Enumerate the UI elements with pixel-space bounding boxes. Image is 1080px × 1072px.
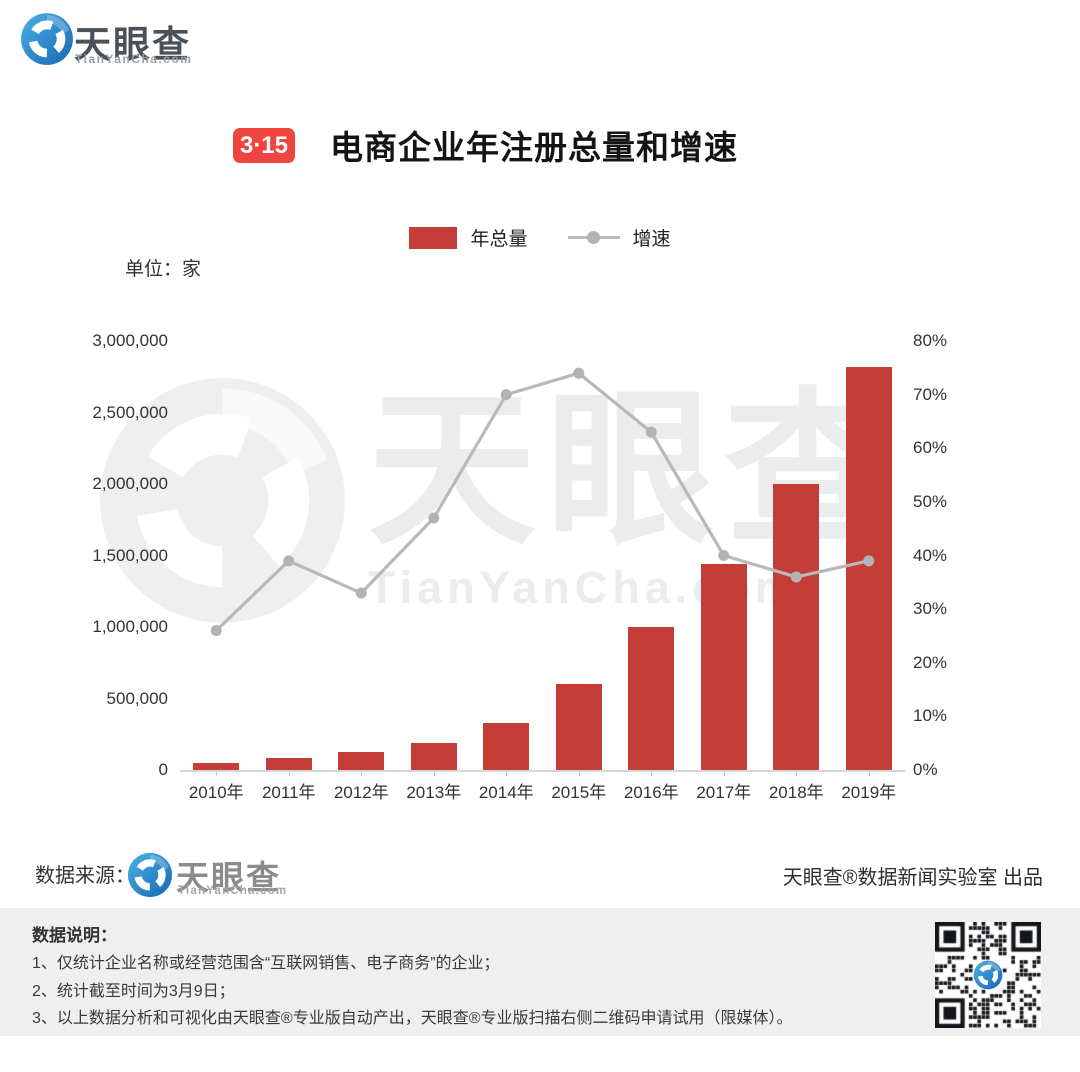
right-axis-tick-label: 70%	[913, 384, 948, 404]
x-axis-tick	[868, 770, 870, 776]
left-axis-tick-label: 1,500,000	[92, 545, 168, 565]
bar-2010年	[193, 762, 240, 770]
credit-text: 天眼查®数据新闻实验室 出品	[782, 867, 1043, 889]
left-axis-tick-label: 2,000,000	[92, 474, 168, 493]
x-axis-tick	[578, 770, 580, 776]
qr-code	[935, 922, 1041, 1028]
legend-label: 增速	[632, 229, 671, 250]
x-axis-line	[180, 770, 905, 772]
left-axis-tick-label: 3,000,000	[92, 331, 168, 350]
bar-swatch-icon	[409, 226, 458, 249]
bar-2018年	[773, 484, 820, 770]
x-axis-tick	[216, 770, 218, 776]
footer-note: 2、统计截至时间为3月9日；	[32, 983, 235, 1000]
x-axis-label: 2011年	[261, 783, 316, 802]
tianyancha-logo-icon	[127, 852, 173, 898]
tianyancha-logo-url: TianYanCha.com	[75, 52, 193, 66]
x-axis-label: 2017年	[696, 783, 752, 802]
line-swatch-icon	[567, 231, 620, 244]
left-axis-tick-label: 500,000	[106, 688, 168, 708]
right-axis-tick-label: 30%	[913, 599, 948, 619]
data-source-label: 数据来源：	[35, 865, 135, 887]
x-axis-label: 2015年	[551, 783, 607, 802]
unit-label: 单位：家	[125, 259, 202, 280]
bar-2014年	[483, 722, 530, 770]
footer-notes-panel: 数据说明： 1、仅统计企业名称或经营范围含“互联网销售、电子商务”的企业； 2、…	[0, 908, 1080, 1036]
bar-2013年	[410, 742, 457, 770]
left-axis-tick-label: 1,000,000	[92, 617, 168, 636]
legend-item-bar: 年总量	[409, 224, 528, 251]
x-axis-tick	[433, 770, 435, 776]
right-axis-tick-label: 10%	[913, 706, 948, 726]
x-axis-label: 2016年	[623, 783, 679, 802]
x-axis-tick	[796, 770, 798, 776]
right-axis-tick-label: 80%	[913, 331, 948, 350]
x-axis-label: 2014年	[478, 783, 534, 802]
bar-2016年	[628, 627, 675, 770]
right-axis-tick-label: 60%	[913, 438, 948, 458]
source-logo-url: TianYanCha.com	[178, 885, 288, 897]
bar-2019年	[845, 366, 892, 770]
bar-2011年	[265, 757, 312, 770]
tianyancha-logo-text: 天眼查	[74, 24, 191, 65]
right-axis-tick-label: 20%	[913, 652, 948, 672]
legend-item-line: 增速	[567, 224, 671, 251]
page-title: 电商企业年注册总量和增速	[330, 129, 738, 166]
right-axis-tick-label: 0%	[913, 760, 938, 779]
footer-note: 3、以上数据分析和可视化由天眼查®专业版自动产出，天眼查®专业版扫描右侧二维码申…	[32, 1010, 793, 1027]
tianyancha-logo-icon	[20, 12, 74, 66]
source-logo-text: 天眼查	[176, 859, 281, 896]
x-axis-label: 2010年	[188, 783, 244, 802]
x-axis-label: 2012年	[333, 783, 389, 802]
right-axis-tick-label: 50%	[913, 491, 948, 511]
bar-2017年	[700, 564, 747, 770]
x-axis-tick	[651, 770, 653, 776]
x-axis-label: 2019年	[841, 783, 897, 802]
chart-legend: 年总量 增速	[0, 224, 1080, 251]
left-axis-tick-label: 2,500,000	[92, 402, 168, 422]
notes-heading: 数据说明：	[32, 926, 117, 945]
bar-2012年	[338, 752, 385, 770]
x-axis-tick	[361, 770, 363, 776]
x-axis-tick	[288, 770, 290, 776]
x-axis-label: 2018年	[768, 783, 824, 802]
footer-note: 1、仅统计企业名称或经营范围含“互联网销售、电子商务”的企业；	[32, 955, 500, 972]
legend-label: 年总量	[470, 229, 528, 250]
x-axis-label: 2013年	[406, 783, 462, 802]
x-axis-tick	[723, 770, 725, 776]
left-axis-tick-label: 0	[158, 760, 168, 779]
x-axis-tick	[506, 770, 508, 776]
315-badge: 3·15	[233, 128, 295, 163]
qr-center-logo-icon	[973, 960, 1003, 990]
bar-2015年	[555, 684, 602, 770]
right-axis-tick-label: 40%	[913, 545, 948, 565]
